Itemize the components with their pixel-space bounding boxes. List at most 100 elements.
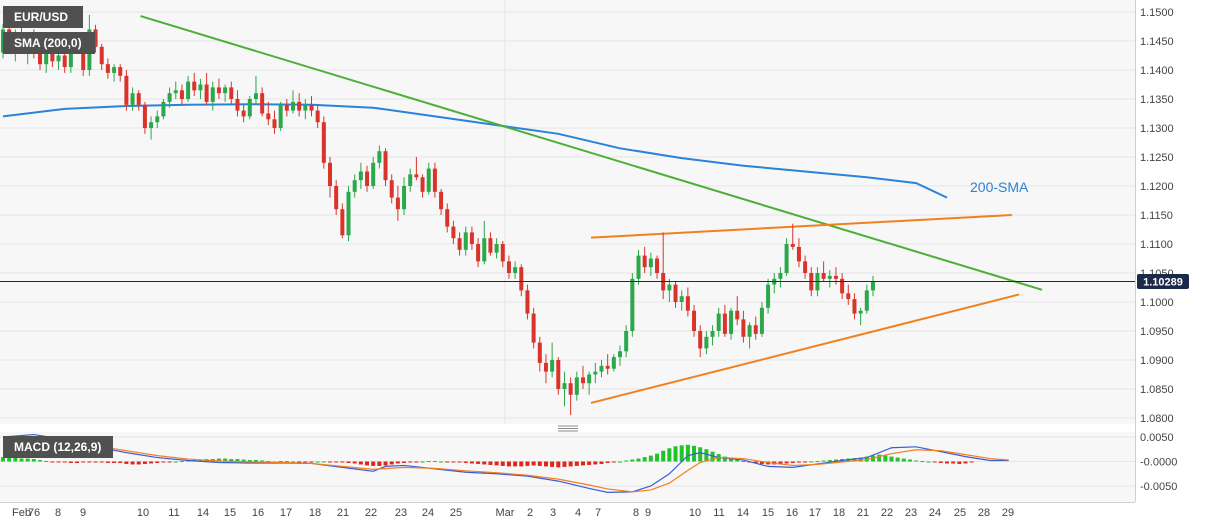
candle-body <box>722 313 727 334</box>
candle <box>266 101 271 126</box>
x-tick-label: 21 <box>337 507 349 519</box>
candle-body <box>352 180 357 192</box>
candle <box>692 304 697 337</box>
macd-histogram-bar <box>303 461 308 463</box>
candle-body <box>500 244 505 262</box>
candle-body <box>112 67 117 73</box>
candle-body <box>525 290 530 314</box>
candle-body <box>377 151 382 163</box>
candle-body <box>827 275 832 279</box>
macd-histogram-bar <box>358 461 363 465</box>
candle-body <box>297 101 302 111</box>
macd-histogram-bar <box>68 461 73 463</box>
macd-histogram-bar <box>297 461 302 463</box>
x-tick-label: 14 <box>737 507 749 519</box>
macd-histogram-bar <box>667 448 672 462</box>
x-tick-label: 24 <box>929 507 941 519</box>
candle-body <box>457 238 462 250</box>
macd-histogram-bar <box>235 459 240 462</box>
candle <box>766 278 771 314</box>
macd-histogram-bar <box>809 461 814 463</box>
macd-histogram-bar <box>599 461 604 464</box>
candle-body <box>210 87 215 102</box>
panel-resize-handle[interactable] <box>558 425 578 432</box>
candle-body <box>568 383 573 395</box>
x-tick-label: 4 <box>575 507 581 519</box>
macd-histogram-bar <box>56 461 61 463</box>
x-tick-label: 24 <box>422 507 434 519</box>
candle-body <box>741 319 746 337</box>
candle <box>161 99 166 120</box>
macd-histogram-bar <box>439 461 444 463</box>
macd-histogram-bar <box>685 444 690 462</box>
candle <box>186 75 191 102</box>
macd-histogram-bar <box>161 461 166 463</box>
candle-body <box>445 209 450 227</box>
grid <box>0 0 1136 503</box>
candle <box>253 75 258 105</box>
macd-histogram-bar <box>938 461 943 463</box>
candle <box>648 252 653 276</box>
macd-histogram-bar <box>346 461 351 463</box>
macd-histogram-bar <box>648 455 653 462</box>
x-tick-label: 21 <box>857 507 869 519</box>
macd-histogram-bar <box>907 459 912 462</box>
candle-body <box>81 49 86 70</box>
candle-body <box>864 290 869 311</box>
x-tick-label: 10 <box>137 507 149 519</box>
macd-histogram-bar <box>488 461 493 465</box>
macd-histogram-bar <box>580 461 585 466</box>
candle-body <box>179 90 184 99</box>
macd-histogram-bar <box>506 461 511 467</box>
macd-histogram-bar <box>722 456 727 462</box>
macd-histogram-bar <box>543 461 548 467</box>
candle <box>284 99 289 117</box>
y-axis: 1.1500 1.1450 1.1400 1.1350 1.1300 1.1250 1.12… <box>1140 7 1177 493</box>
candle-body <box>328 162 333 186</box>
candle-body <box>778 273 783 279</box>
x-tick-label: 8 <box>55 507 61 519</box>
macd-histogram-bar <box>50 461 55 463</box>
macd-histogram-bar <box>44 461 49 463</box>
candle-body <box>537 342 542 363</box>
current-price-box <box>1137 274 1189 289</box>
candle <box>469 226 474 250</box>
macd-histogram-bar <box>75 461 80 463</box>
candle-body <box>519 267 524 291</box>
candle-body <box>260 93 265 114</box>
x-tick-label: 11 <box>713 507 724 519</box>
macd-histogram-bar <box>562 461 567 467</box>
candle <box>716 307 721 337</box>
candle-body <box>426 168 431 192</box>
candle <box>198 78 203 99</box>
macd-histogram-bar <box>457 461 462 463</box>
candle <box>568 377 573 416</box>
x-tick-label: 17 <box>280 507 292 519</box>
candle-body <box>155 116 160 123</box>
candle <box>513 261 518 279</box>
candle-body <box>420 177 425 192</box>
macd-histogram-bar <box>62 461 67 463</box>
macd-histogram-bar <box>494 461 499 466</box>
candle <box>463 226 468 256</box>
macd-badge <box>3 436 113 458</box>
candle <box>383 148 388 186</box>
candles <box>1 14 875 416</box>
candle <box>778 267 783 288</box>
macd-histogram-bar <box>482 461 487 465</box>
candle-body <box>272 119 277 128</box>
macd-histogram-bar <box>914 460 919 462</box>
candle <box>704 331 709 355</box>
candle <box>321 116 326 169</box>
candle-body <box>469 232 474 244</box>
macd-histogram-bar <box>951 461 956 464</box>
candle <box>432 162 437 198</box>
macd-histogram-bar <box>568 461 573 467</box>
candle <box>389 174 394 204</box>
macd-histogram-bar <box>753 461 758 463</box>
candle-body <box>266 113 271 120</box>
candle <box>371 157 376 189</box>
candle <box>500 241 505 268</box>
macd-histogram-bar <box>31 459 36 462</box>
candle-body <box>198 84 203 91</box>
